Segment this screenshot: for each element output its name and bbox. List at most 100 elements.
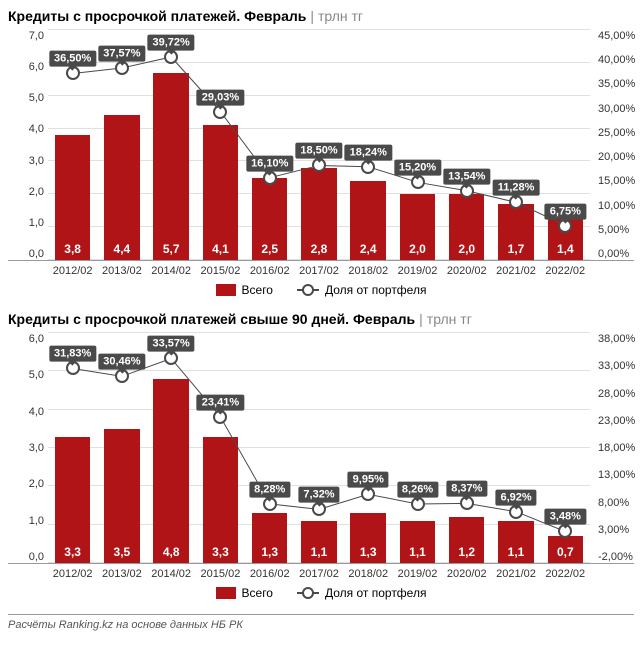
x-axis: 2012/022013/022014/022015/022016/022017/…: [48, 261, 590, 277]
legend-label-line: Доля от портфеля: [325, 283, 426, 297]
y-axis-right: 0,00% 5,00% 10,00% 15,00% 20,00% 25,00% 30,00%…: [594, 30, 634, 260]
line-value-label: 8,26%: [397, 482, 438, 498]
plot-area: 3,84,45,74,12,52,82,42,02,01,71,436,50%3…: [48, 30, 590, 260]
y-tick-left: 6,0: [8, 61, 44, 73]
legend-label-bar: Всего: [242, 586, 273, 600]
y-axis-right: -2,00%3,00%8,00%13,00%18,00%23,00%28,00%…: [594, 333, 634, 563]
chart-title-text: Кредиты с просрочкой платежей. Февраль: [8, 8, 306, 24]
line-value-label: 29,03%: [197, 89, 244, 105]
legend-label-line: Доля от портфеля: [325, 586, 426, 600]
legend-item-line: Доля от портфеля: [297, 283, 426, 297]
line-value-label: 8,28%: [249, 481, 290, 497]
x-axis: 2012/022013/022014/022015/022016/022017/…: [48, 564, 590, 580]
y-tick-left: 3,0: [8, 442, 44, 454]
chart-unit: трлн тг: [427, 311, 472, 327]
legend-label-bar: Всего: [242, 283, 273, 297]
y-tick-right: 28,00%: [598, 388, 634, 400]
y-tick-right: 18,00%: [598, 442, 634, 454]
y-tick-right: 5,00%: [598, 224, 634, 236]
x-tick: 2013/02: [97, 261, 146, 277]
legend-swatch-line: [297, 587, 319, 599]
x-tick: 2019/02: [393, 564, 442, 580]
y-tick-left: 0,0: [8, 248, 44, 260]
legend: Всего Доля от портфеля: [8, 580, 634, 610]
title-separator: |: [310, 8, 314, 24]
y-tick-right: 33,00%: [598, 360, 634, 372]
x-tick: 2012/02: [48, 564, 97, 580]
y-tick-left: 5,0: [8, 369, 44, 381]
x-tick: 2022/02: [541, 564, 590, 580]
y-tick-left: 7,0: [8, 30, 44, 42]
x-tick: 2018/02: [344, 564, 393, 580]
x-tick: 2022/02: [541, 261, 590, 277]
y-tick-right: 38,00%: [598, 333, 634, 345]
y-tick-left: 6,0: [8, 333, 44, 345]
line-value-label: 37,57%: [98, 46, 145, 62]
legend-swatch-line: [297, 284, 319, 296]
line-value-label: 11,28%: [493, 180, 540, 196]
line-value-label: 33,57%: [148, 336, 195, 352]
x-tick: 2020/02: [442, 261, 491, 277]
chart-title-text: Кредиты с просрочкой платежей свыше 90 д…: [8, 311, 415, 327]
line-value-label: 15,20%: [394, 160, 441, 176]
title-separator: |: [419, 311, 423, 327]
y-tick-right: 30,00%: [598, 103, 634, 115]
legend-swatch-bar: [216, 284, 236, 296]
x-tick: 2020/02: [442, 564, 491, 580]
y-tick-right: 15,00%: [598, 175, 634, 187]
x-tick: 2015/02: [196, 261, 245, 277]
y-tick-left: 5,0: [8, 92, 44, 104]
legend-item-line: Доля от портфеля: [297, 586, 426, 600]
y-tick-right: 25,00%: [598, 127, 634, 139]
line-value-label: 7,32%: [298, 487, 339, 503]
line-value-label: 6,75%: [545, 203, 586, 219]
y-tick-right: 10,00%: [598, 200, 634, 212]
line-value-label: 13,54%: [443, 168, 490, 184]
chart-unit: трлн тг: [318, 8, 363, 24]
y-tick-right: 3,00%: [598, 524, 634, 536]
chart-title: Кредиты с просрочкой платежей свыше 90 д…: [8, 311, 634, 327]
legend: Всего Доля от портфеля: [8, 277, 634, 307]
x-tick: 2021/02: [491, 261, 540, 277]
x-tick: 2014/02: [147, 261, 196, 277]
y-tick-right: 35,00%: [598, 78, 634, 90]
y-tick-left: 1,0: [8, 217, 44, 229]
y-tick-left: 3,0: [8, 155, 44, 167]
plot-area: 3,33,54,83,31,31,11,31,11,21,10,731,83%3…: [48, 333, 590, 563]
y-tick-right: 20,00%: [598, 151, 634, 163]
x-tick: 2018/02: [344, 261, 393, 277]
y-tick-left: 0,0: [8, 551, 44, 563]
x-tick: 2016/02: [245, 564, 294, 580]
line-value-label: 16,10%: [246, 155, 293, 171]
y-tick-right: 0,00%: [598, 248, 634, 260]
legend-swatch-bar: [216, 587, 236, 599]
chart-area: 0,01,02,03,04,05,06,07,00,00%5,00%10,00%…: [8, 30, 634, 261]
chart-panel: Кредиты с просрочкой платежей. Февраль|т…: [8, 8, 634, 307]
line-value-label: 23,41%: [197, 394, 244, 410]
legend-item-bar: Всего: [216, 283, 273, 297]
x-tick: 2019/02: [393, 261, 442, 277]
x-tick: 2017/02: [294, 261, 343, 277]
x-tick: 2014/02: [147, 564, 196, 580]
chart-area: 0,01,02,03,04,05,06,0-2,00%3,00%8,00%13,…: [8, 333, 634, 564]
y-tick-right: 8,00%: [598, 497, 634, 509]
line-value-label: 18,24%: [345, 144, 392, 160]
line-value-label: 8,37%: [446, 481, 487, 497]
chart-title: Кредиты с просрочкой платежей. Февраль|т…: [8, 8, 634, 24]
y-axis-left: 0,01,02,03,04,05,06,0: [8, 333, 48, 563]
chart-panel: Кредиты с просрочкой платежей свыше 90 д…: [8, 311, 634, 610]
y-tick-left: 4,0: [8, 406, 44, 418]
x-tick: 2013/02: [97, 564, 146, 580]
y-tick-right: 23,00%: [598, 415, 634, 427]
y-tick-left: 1,0: [8, 515, 44, 527]
x-tick: 2016/02: [245, 261, 294, 277]
line-value-label: 6,92%: [495, 489, 536, 505]
y-tick-right: -2,00%: [598, 551, 634, 563]
y-tick-right: 40,00%: [598, 54, 634, 66]
line-value-label: 36,50%: [49, 51, 96, 67]
line-value-label: 31,83%: [49, 346, 96, 362]
x-tick: 2012/02: [48, 261, 97, 277]
line-value-label: 18,50%: [295, 143, 342, 159]
legend-item-bar: Всего: [216, 586, 273, 600]
footer-note: Расчёты Ranking.kz на основе данных НБ Р…: [8, 614, 634, 631]
